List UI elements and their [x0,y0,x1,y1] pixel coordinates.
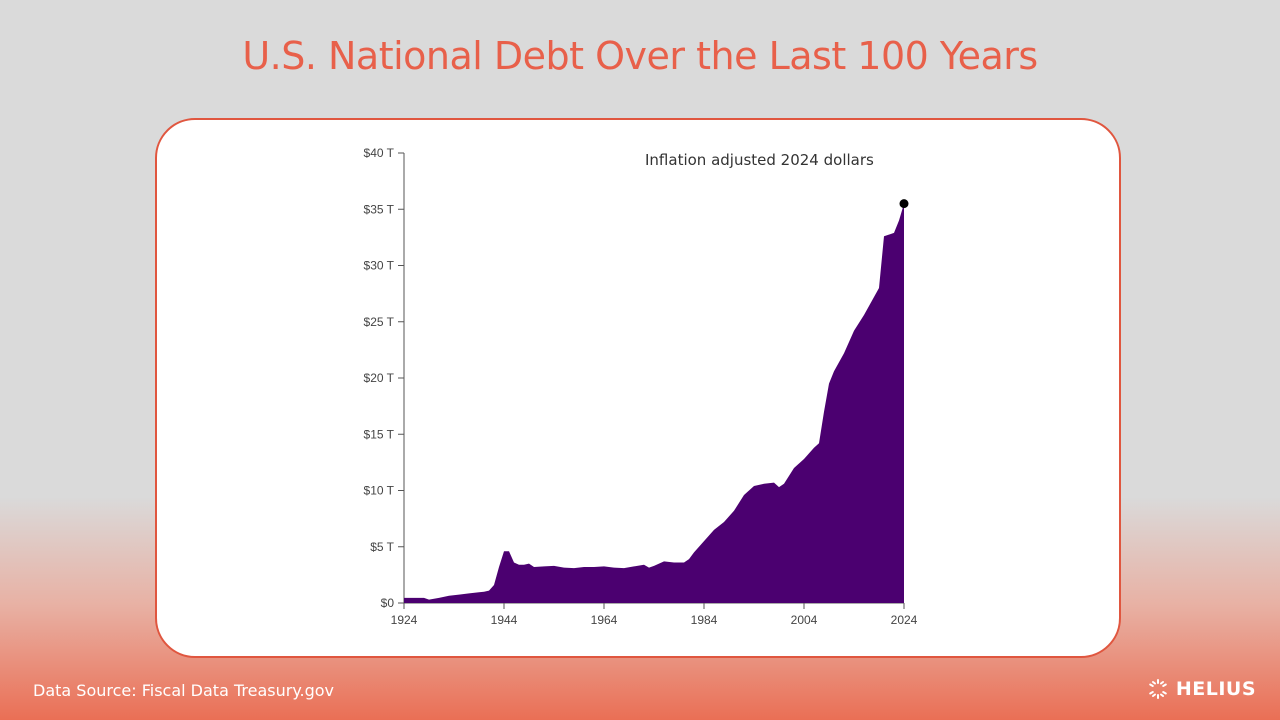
y-tick-label: $5 T [370,540,394,554]
debt-area-series [404,203,904,603]
debt-area-chart: $0 $5 T $10 T $15 T $20 T $25 T $30 T $35 T $40 … [364,146,918,627]
y-tick-label: $30 T [364,259,395,273]
brand-logo: HELIUS [1147,678,1256,700]
y-tick-label: $20 T [364,371,395,385]
y-tick-label: $25 T [364,315,395,329]
data-source-note: Data Source: Fiscal Data Treasury.gov [33,681,334,700]
y-tick-label: $15 T [364,427,395,441]
x-tick-label: 1984 [691,613,718,627]
page-title: U.S. National Debt Over the Last 100 Yea… [242,34,1038,78]
x-axis: 1924 1944 1964 1984 2004 2024 [391,602,918,627]
y-axis: $0 $5 T $10 T $15 T $20 T $25 T $30 T $35 T $40 … [364,146,405,610]
latest-value-marker [899,199,909,209]
x-tick-label: 1924 [391,613,418,627]
chart-annotation: Inflation adjusted 2024 dollars [645,151,874,169]
y-tick-label: $40 T [364,146,395,160]
y-tick-label: $10 T [364,484,395,498]
chart-card: $0 $5 T $10 T $15 T $20 T $25 T $30 T $35 T $40 … [155,118,1121,658]
x-tick-label: 2024 [891,613,918,627]
y-tick-label: $35 T [364,202,395,216]
helius-logo-icon [1149,679,1167,699]
x-tick-label: 1964 [591,613,618,627]
x-tick-label: 1944 [491,613,518,627]
x-tick-label: 2004 [791,613,818,627]
brand-name: HELIUS [1175,678,1256,700]
y-tick-label: $0 [381,596,395,610]
